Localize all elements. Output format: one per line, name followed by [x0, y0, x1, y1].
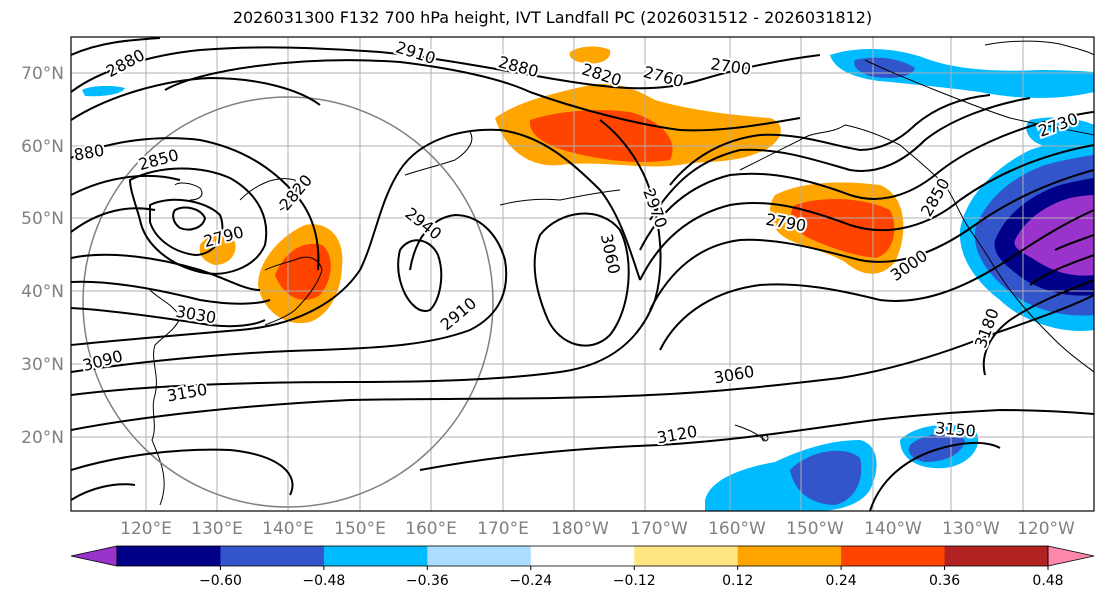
colorbar-tick-label: 0.48: [1032, 573, 1063, 589]
lat-label-50n: 50°N: [21, 209, 64, 229]
colorbar-tick-label: 0.24: [826, 573, 857, 589]
colorbar-bin: [737, 546, 842, 566]
lon-label: 140°W: [864, 519, 922, 539]
lon-label: 150°E: [334, 519, 386, 539]
colorbar-bin: [220, 546, 325, 566]
colorbar-tick-label: −0.24: [509, 573, 552, 589]
height-contours: [71, 37, 1094, 511]
ivt-positive-japan: [199, 224, 343, 324]
ivt-negative-westcoast: [959, 117, 1094, 331]
lon-label: 170°E: [477, 519, 529, 539]
latitude-labels: 70°N 60°N 50°N 40°N 30°N 20°N: [21, 64, 64, 448]
range-circle: [82, 96, 494, 508]
colorbar-tick-label: 0.36: [929, 573, 960, 589]
colorbar-tick-label: 0.12: [722, 573, 753, 589]
colorbar-bin: [323, 546, 428, 566]
colorbar-bin: [117, 546, 221, 566]
graticule: [71, 37, 1094, 511]
map-frame: [70, 36, 1095, 512]
lat-label-30n: 30°N: [21, 355, 64, 375]
lon-label: 170°W: [630, 519, 688, 539]
colorbar-bin: [427, 546, 532, 566]
colorbar-tick-label: −0.60: [199, 573, 242, 589]
colorbar-extend-min: [70, 545, 118, 567]
lon-label: 130°W: [942, 519, 1000, 539]
longitude-labels: 120°E 130°E 140°E 150°E 160°E 170°E 180°…: [120, 519, 1075, 539]
lat-label-40n: 40°N: [21, 282, 64, 302]
colorbar-extend-max: [1047, 545, 1095, 567]
lon-label: 160°E: [405, 519, 457, 539]
colorbar-tick-label: −0.12: [613, 573, 656, 589]
lat-label-60n: 60°N: [21, 137, 64, 157]
lon-label: 120°W: [1017, 519, 1075, 539]
colorbar: −0.60 −0.48 −0.36 −0.24 −0.12 0.12 0.24 0.36 0.4…: [70, 545, 1095, 589]
lon-label: 120°E: [120, 519, 172, 539]
lat-label-20n: 20°N: [21, 428, 64, 448]
colorbar-bin: [530, 546, 635, 566]
map-title: 2026031300 F132 700 hPa height, IVT Land…: [232, 8, 873, 27]
colorbar-bin: [841, 546, 946, 566]
lon-label: 140°E: [262, 519, 314, 539]
colorbar-tick-label: −0.36: [406, 573, 449, 589]
lat-label-70n: 70°N: [21, 64, 64, 84]
ivt-negative-south: [705, 424, 979, 511]
lon-label: 180°W: [551, 519, 609, 539]
lon-label: 130°E: [191, 519, 243, 539]
colorbar-bin: [634, 546, 739, 566]
colorbar-bin: [944, 546, 1049, 566]
colorbar-tick-label: −0.48: [302, 573, 345, 589]
lon-label: 150°W: [786, 519, 844, 539]
contour-label: 3150: [934, 418, 976, 440]
lon-label: 160°W: [708, 519, 766, 539]
colorbar-outline: [116, 545, 1049, 567]
